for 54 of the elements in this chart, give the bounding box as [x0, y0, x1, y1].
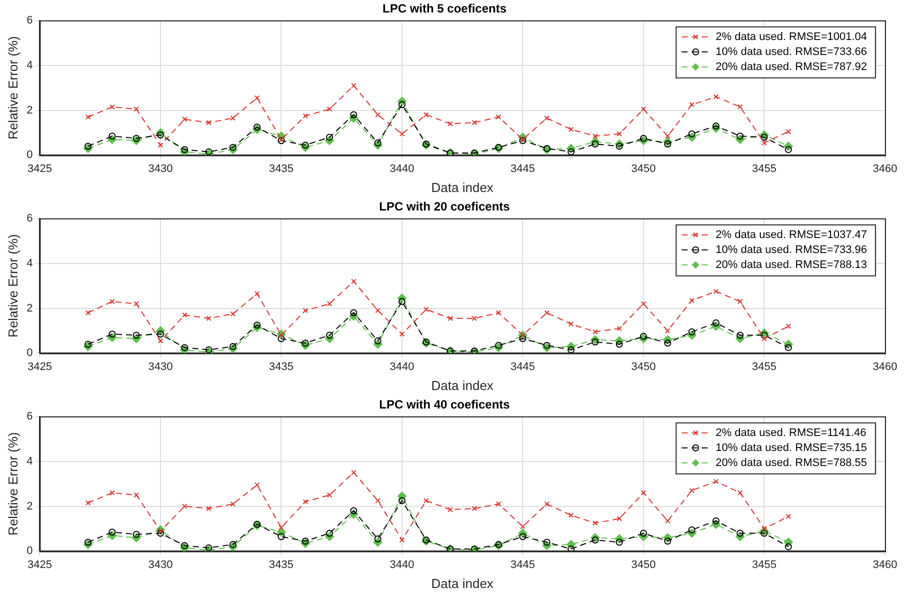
x-tick-label: 3440 — [390, 360, 414, 373]
x-tick-label: 3440 — [390, 162, 414, 175]
x-tick-label: 3435 — [268, 558, 294, 571]
x-axis-title: Data index — [431, 378, 494, 393]
x-tick-label: 3445 — [510, 558, 535, 571]
chart-title: LPC with 40 coeficents — [379, 398, 510, 412]
legend-label: 10% data used. RMSE=733.96 — [716, 244, 868, 256]
x-tick-label: 3460 — [872, 558, 898, 571]
x-tick-label: 3455 — [752, 360, 776, 373]
legend-label: 2% data used. RMSE=1001.04 — [716, 30, 868, 43]
legend-label: 20% data used. RMSE=788.13 — [716, 258, 868, 271]
chart-title: LPC with 20 coeficents — [379, 200, 510, 214]
x-tick-label: 3430 — [148, 360, 173, 373]
x-tick-label: 3425 — [27, 162, 52, 175]
y-tick-label: 4 — [26, 59, 33, 72]
y-tick-label: 6 — [26, 212, 33, 224]
x-tick-label: 3460 — [872, 360, 898, 373]
y-tick-label: 4 — [26, 257, 33, 270]
x-tick-label: 3455 — [752, 558, 776, 571]
y-tick-label: 6 — [26, 410, 33, 422]
legend-label: 20% data used. RMSE=787.92 — [716, 60, 868, 73]
chart-title: LPC with 5 coeficents — [382, 2, 507, 16]
x-tick-label: 3425 — [27, 558, 52, 571]
x-tick-label: 3450 — [631, 558, 656, 571]
x-tick-label: 3460 — [872, 162, 898, 175]
y-tick-label: 0 — [26, 149, 33, 162]
x-tick-label: 3445 — [510, 360, 535, 373]
y-tick-label: 2 — [26, 302, 33, 314]
y-axis-title: Relative Error (%) — [5, 432, 20, 536]
y-tick-label: 2 — [26, 104, 33, 116]
y-tick-label: 2 — [26, 500, 33, 512]
x-tick-label: 3430 — [148, 162, 173, 175]
x-axis-title: Data index — [431, 180, 494, 195]
legend-label: 10% data used. RMSE=735.15 — [716, 442, 868, 454]
y-tick-label: 6 — [26, 14, 33, 26]
x-tick-label: 3425 — [27, 360, 52, 373]
x-tick-label: 3450 — [631, 360, 656, 373]
x-tick-label: 3445 — [510, 162, 535, 175]
x-tick-label: 3455 — [752, 162, 776, 175]
x-tick-label: 3440 — [390, 558, 414, 571]
x-tick-label: 3430 — [148, 558, 173, 571]
y-tick-label: 0 — [26, 545, 33, 558]
x-axis-title: Data index — [431, 576, 494, 591]
y-axis-title: Relative Error (%) — [5, 234, 20, 338]
y-tick-label: 0 — [26, 347, 33, 360]
legend-label: 2% data used. RMSE=1141.46 — [716, 426, 866, 439]
x-tick-label: 3435 — [268, 360, 294, 373]
x-tick-label: 3435 — [268, 162, 294, 175]
y-tick-label: 4 — [26, 455, 33, 468]
x-tick-label: 3450 — [631, 162, 656, 175]
legend-label: 20% data used. RMSE=788.55 — [716, 456, 868, 469]
y-axis-title: Relative Error (%) — [5, 36, 20, 140]
legend-label: 10% data used. RMSE=733.66 — [716, 46, 868, 58]
legend-label: 2% data used. RMSE=1037.47 — [716, 228, 868, 241]
